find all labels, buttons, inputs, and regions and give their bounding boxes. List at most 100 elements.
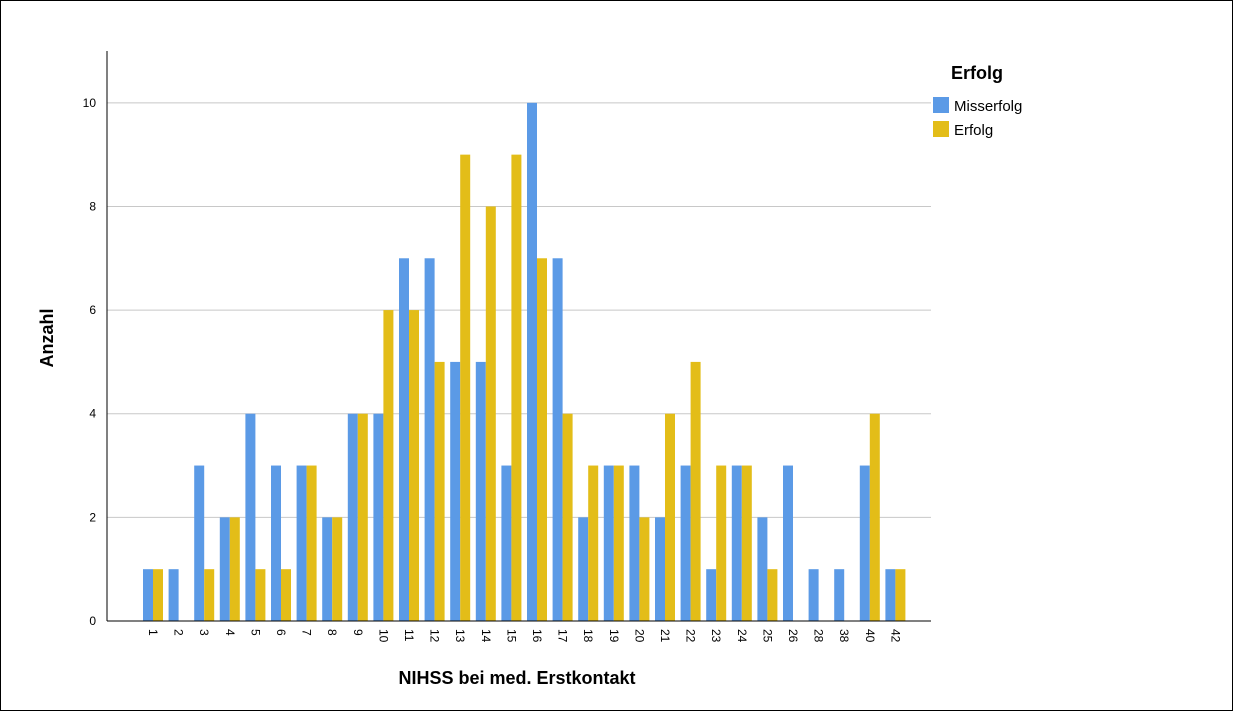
bar-misserfolg-15 [501, 465, 512, 621]
bar-misserfolg-14 [475, 361, 486, 621]
bar-misserfolg-8 [322, 517, 333, 621]
bar-misserfolg-3 [194, 465, 205, 621]
bar-misserfolg-20 [629, 465, 640, 621]
bar-erfolg-22 [690, 361, 701, 621]
x-tick-label: 28 [812, 629, 826, 643]
bar-misserfolg-26 [783, 465, 793, 621]
bar-misserfolg-1 [143, 569, 153, 621]
bars [143, 102, 906, 622]
x-tick-label: 1 [146, 629, 160, 636]
bar-misserfolg-17 [552, 258, 563, 621]
bar-erfolg-16 [537, 258, 547, 621]
x-tick-label: 3 [197, 629, 211, 636]
bar-misserfolg-40 [859, 465, 870, 621]
bar-misserfolg-18 [578, 517, 589, 621]
bar-erfolg-12 [434, 361, 445, 621]
x-tick-label: 4 [223, 629, 237, 636]
legend: Erfolg Misserfolg Erfolg [933, 63, 1022, 139]
bar-misserfolg-16 [527, 102, 537, 622]
y-tick-label: 8 [89, 199, 96, 213]
x-tick-label: 7 [300, 629, 314, 636]
x-tick-label: 8 [325, 629, 339, 636]
y-tick-label: 10 [83, 96, 97, 110]
x-tick-label: 42 [888, 629, 902, 643]
x-axis-title: NIHSS bei med. Erstkontakt [398, 668, 635, 688]
bar-erfolg-19 [613, 465, 624, 621]
legend-swatch-erfolg [933, 121, 949, 137]
x-tick-label: 13 [453, 629, 467, 643]
y-tick-label: 6 [89, 303, 96, 317]
x-tick-label: 9 [351, 629, 365, 636]
bar-erfolg-8 [332, 517, 343, 621]
bar-misserfolg-13 [450, 361, 461, 621]
y-axis-title: Anzahl [37, 308, 57, 367]
bar-erfolg-1 [153, 569, 163, 621]
bar-misserfolg-19 [603, 465, 614, 621]
x-tick-label: 22 [684, 629, 698, 643]
bar-misserfolg-4 [219, 517, 230, 621]
x-tick-labels: 1 2 3 4 5 6 7 8 9 10 11 12 13 14 15 16 17 18 19 20 21 22 23 24 2… [146, 629, 902, 643]
bar-erfolg-23 [716, 465, 727, 621]
x-tick-label: 24 [735, 629, 749, 643]
x-tick-label: 23 [709, 629, 723, 643]
x-tick-label: 38 [837, 629, 851, 643]
bar-misserfolg-28 [808, 569, 819, 621]
y-tick-labels: 0 2 4 6 8 10 [83, 96, 97, 628]
x-tick-label: 19 [607, 629, 621, 643]
y-tick-label: 0 [89, 614, 96, 628]
bar-misserfolg-23 [706, 569, 717, 621]
x-tick-label: 17 [556, 629, 570, 643]
bar-misserfolg-9 [347, 413, 358, 621]
bar-misserfolg-6 [271, 465, 281, 621]
x-tick-label: 25 [760, 629, 774, 643]
y-tick-label: 2 [89, 510, 96, 524]
bar-misserfolg-38 [834, 569, 845, 621]
x-tick-label: 40 [863, 629, 877, 643]
axes [106, 51, 931, 622]
bar-erfolg-18 [588, 465, 599, 621]
x-tick-label: 12 [428, 629, 442, 643]
bar-erfolg-5 [255, 569, 266, 621]
bar-misserfolg-21 [655, 517, 665, 621]
bar-misserfolg-12 [424, 258, 435, 621]
bar-erfolg-6 [281, 569, 291, 621]
x-tick-label: 2 [172, 629, 186, 636]
bar-misserfolg-24 [731, 465, 742, 621]
bar-erfolg-42 [895, 569, 906, 621]
bar-erfolg-20 [639, 517, 650, 621]
legend-swatch-misserfolg [933, 97, 949, 113]
x-tick-label: 26 [786, 629, 800, 643]
x-tick-label: 6 [274, 629, 288, 636]
bar-misserfolg-22 [680, 465, 691, 621]
bar-erfolg-10 [383, 310, 394, 621]
bar-erfolg-15 [511, 154, 522, 622]
bar-misserfolg-7 [296, 465, 307, 621]
bar-erfolg-4 [229, 517, 240, 621]
legend-label-erfolg: Erfolg [954, 122, 993, 139]
x-tick-label: 18 [581, 629, 595, 643]
bar-erfolg-3 [204, 569, 215, 621]
x-tick-label: 11 [402, 629, 416, 642]
x-tick-label: 15 [504, 629, 518, 643]
bar-erfolg-9 [357, 413, 368, 621]
bar-erfolg-21 [665, 413, 675, 621]
bar-erfolg-14 [485, 206, 496, 622]
bar-erfolg-24 [741, 465, 752, 621]
bar-misserfolg-42 [885, 569, 896, 621]
legend-title: Erfolg [951, 63, 1003, 83]
bar-misserfolg-11 [399, 258, 409, 621]
bar-misserfolg-5 [245, 413, 256, 621]
bar-misserfolg-10 [373, 413, 384, 621]
bar-misserfolg-25 [757, 517, 768, 621]
y-tick-label: 4 [89, 407, 96, 421]
bar-erfolg-17 [562, 413, 573, 621]
bar-erfolg-13 [460, 154, 471, 622]
bar-misserfolg-2 [168, 569, 179, 621]
legend-label-misserfolg: Misserfolg [954, 98, 1022, 115]
x-tick-label: 10 [376, 629, 390, 643]
x-tick-label: 16 [530, 629, 544, 643]
x-tick-label: 5 [248, 629, 262, 636]
x-tick-label: 14 [479, 629, 493, 643]
